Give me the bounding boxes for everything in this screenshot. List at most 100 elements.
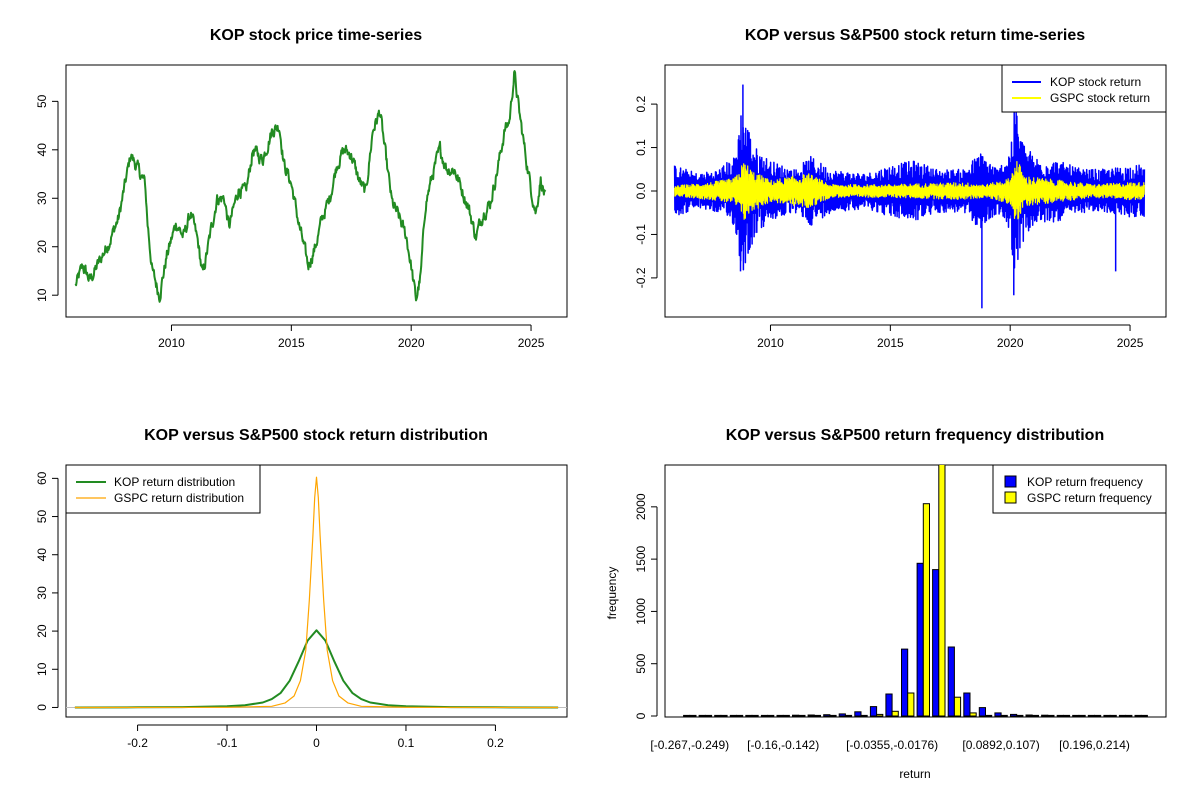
kop-frequency-bar: [760, 714, 769, 717]
kop-frequency-bar: [1134, 714, 1142, 717]
return-frequency-xlabel: return: [899, 767, 930, 781]
gspc-frequency-bar: [922, 503, 930, 717]
gspc-frequency-bar: [876, 713, 884, 717]
density-x-tick-label: -0.2: [127, 736, 148, 750]
return-y-tick-label: -0.1: [634, 224, 648, 245]
gspc-frequency-bar: [689, 714, 697, 717]
return-distribution-panel: KOP versus S&P500 stock return distribut…: [35, 427, 568, 750]
price-chart-axes: 2010 2015 2020 2025 10 20 30 40 50: [35, 94, 545, 350]
gspc-frequency-bar: [1062, 714, 1071, 717]
gspc-frequency-bar: [1047, 714, 1055, 717]
return-y-tick-label: 0.2: [634, 95, 648, 112]
return-y-tick-label: -0.2: [634, 267, 648, 288]
kop-frequency-bar: [698, 714, 706, 717]
gspc-frequency-bar: [1094, 714, 1102, 717]
gspc-frequency-bar: [969, 712, 977, 717]
kop-frequency-bar: [1072, 714, 1080, 717]
price-series-line: [74, 70, 547, 303]
density-y-tick-label: 50: [35, 510, 49, 524]
return-frequency-title: KOP versus S&P500 return frequency distr…: [726, 427, 1104, 444]
density-x-tick-label: -0.1: [217, 736, 238, 750]
kop-frequency-bar: [1056, 714, 1064, 717]
kop-frequency-bar: [854, 711, 862, 717]
kop-frequency-bar: [1118, 714, 1127, 717]
return-series-panel: KOP versus S&P500 stock return time-seri…: [634, 27, 1167, 350]
kop-frequency-bar: [994, 712, 1002, 717]
price-x-tick-label: 2020: [398, 336, 425, 350]
gspc-frequency-bar: [704, 714, 713, 717]
density-x-tick-label: 0.1: [398, 736, 415, 750]
return-distribution-title: KOP versus S&P500 stock return distribut…: [144, 427, 488, 444]
return-y-tick-label: 0.1: [634, 139, 648, 156]
kop-frequency-bar: [745, 714, 753, 717]
legend-gspc-return-label: GSPC stock return: [1050, 91, 1150, 105]
legend-gspc-frequency-label: GSPC return frequency: [1027, 491, 1152, 505]
frequency-x-tick-label: [-0.267,-0.249): [650, 738, 729, 752]
gspc-frequency-bar: [782, 714, 790, 717]
return-distribution-legend-box: [65, 464, 261, 514]
return-frequency-plot-box: [664, 464, 1167, 718]
gspc-frequency-bar: [720, 714, 728, 717]
gspc-density-line: [74, 476, 559, 709]
gspc-frequency-bar: [985, 714, 993, 717]
kop-frequency-bar: [916, 562, 924, 717]
kop-frequency-bar: [792, 714, 800, 717]
density-y-tick-label: 0: [35, 704, 49, 711]
gspc-frequency-bar: [1109, 714, 1117, 717]
gspc-frequency-bar: [860, 714, 868, 717]
kop-frequency-bar: [683, 714, 691, 717]
return-series-plot-box: [664, 64, 1167, 318]
return-frequency-ylabel: frequency: [605, 567, 619, 620]
density-y-tick-label: 40: [35, 548, 49, 562]
kop-frequency-bar: [714, 714, 722, 717]
kop-frequency-bar: [869, 706, 878, 717]
frequency-y-tick-label: 1000: [634, 598, 648, 625]
legend-gspc-distribution-label: GSPC return distribution: [114, 491, 244, 505]
frequency-y-tick-label: 1500: [634, 545, 648, 572]
price-chart-series: [74, 70, 547, 303]
gspc-frequency-bar: [1140, 714, 1148, 717]
return-x-tick-label: 2015: [877, 336, 904, 350]
price-chart-plot-box: [65, 64, 568, 318]
gspc-frequency-bar: [844, 714, 853, 717]
gspc-frequency-bar: [953, 696, 962, 717]
gspc-frequency-bar: [891, 710, 899, 717]
return-frequency-legend: KOP return frequency GSPC return frequen…: [992, 464, 1167, 514]
legend-kop-distribution-label: KOP return distribution: [114, 475, 235, 489]
kop-frequency-bar: [838, 713, 846, 717]
frequency-x-tick-label: [-0.16,-0.142): [747, 738, 819, 752]
return-frequency-panel: KOP versus S&P500 return frequency distr…: [605, 427, 1167, 781]
density-y-tick-label: 20: [35, 624, 49, 638]
price-chart-title: KOP stock price time-series: [210, 27, 422, 44]
density-y-tick-label: 60: [35, 471, 49, 485]
gspc-frequency-bar: [813, 714, 821, 717]
return-series-legend-box: [1001, 64, 1167, 113]
frequency-x-tick-label: [0.0892,0.107): [962, 738, 1039, 752]
legend-gspc-frequency-swatch: [1004, 491, 1017, 504]
kop-frequency-bar: [901, 648, 909, 717]
kop-frequency-bar: [885, 693, 893, 717]
gspc-frequency-bar: [751, 714, 759, 717]
density-x-tick-label: 0.2: [487, 736, 504, 750]
price-x-tick-label: 2025: [518, 336, 545, 350]
kop-frequency-bar: [1103, 714, 1111, 717]
price-y-tick-label: 30: [35, 191, 49, 205]
return-frequency-bars: [683, 465, 1148, 717]
price-x-tick-label: 2015: [278, 336, 305, 350]
density-y-tick-label: 10: [35, 662, 49, 676]
price-y-tick-label: 40: [35, 143, 49, 157]
return-y-tick-label: 0.0: [634, 182, 648, 199]
return-x-tick-label: 2025: [1117, 336, 1144, 350]
return-frequency-legend-box: [992, 464, 1167, 514]
return-x-tick-label: 2020: [997, 336, 1024, 350]
frequency-y-tick-label: 0: [634, 712, 648, 719]
return-series-axes: 2010 2015 2020 2025 -0.2 -0.1 0.0 0.1 0.2: [634, 95, 1144, 350]
return-distribution-axes: -0.2 -0.1 0 0.1 0.2 0 10 20 30 40 50 60: [35, 471, 504, 750]
legend-kop-return-label: KOP stock return: [1050, 75, 1141, 89]
price-y-tick-label: 10: [35, 288, 49, 302]
kop-frequency-bar: [1087, 714, 1096, 717]
frequency-bar-group: [683, 465, 1148, 717]
legend-kop-frequency-swatch: [1004, 475, 1017, 488]
return-series-lines: [673, 84, 1146, 309]
